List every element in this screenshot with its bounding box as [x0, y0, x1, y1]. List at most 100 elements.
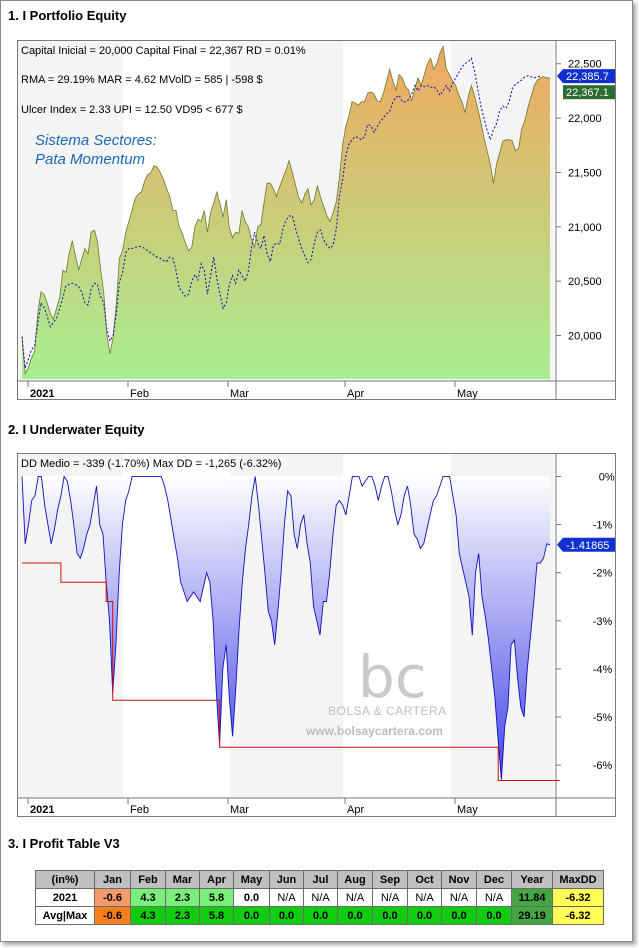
value-cell: 5.8: [199, 888, 234, 907]
underwater-outline: [21, 475, 551, 780]
header-cell: MaxDD: [552, 870, 604, 889]
system-name-line-1: Sistema Sectores:: [35, 132, 157, 149]
value-cell: 0.0: [337, 906, 373, 925]
last-value-tag-blue-label: 22,385.7: [566, 71, 609, 83]
system-name-line-2: Pata Momentum: [35, 151, 145, 168]
stats-line-2: RMA = 29.19% MAR = 4.62 MVolD = 585 | -5…: [21, 74, 263, 86]
row-label-cell: 2021: [35, 888, 95, 907]
profit-table: (in%) Jan Feb Mar Apr May Jun Jul Aug Sep Oct Nov De…: [35, 870, 604, 925]
x-tick-label: 2021: [30, 388, 54, 399]
last-value-tag-green: [563, 85, 615, 100]
value-cell: -6.32: [552, 888, 604, 907]
watermark-url: www.bolsaycartera.com: [305, 724, 443, 738]
y-tick-label: -2%: [593, 568, 613, 580]
y-tick-label: 21,500: [568, 167, 602, 179]
last-value-tag-green-label: 22,367.1: [566, 87, 609, 99]
profit-table-header-row: (in%) Jan Feb Mar Apr May Jun Jul Aug Sep Oct Nov De…: [35, 870, 604, 889]
value-cell: 2.3: [165, 888, 200, 907]
header-cell: Dec: [476, 870, 512, 889]
y-tick-label: 0%: [599, 471, 615, 483]
y-tick-label: -4%: [593, 664, 613, 676]
value-cell: N/A: [303, 888, 338, 907]
stats-line-3: Ulcer Index = 2.33 UPI = 12.50 VD95 < 67…: [21, 104, 243, 116]
profit-table-row: 2021 -0.6 4.3 2.3 5.8 0.0 N/A N/A N/A N/A N/A N/A N/…: [35, 888, 604, 907]
value-cell: 2.3: [165, 906, 200, 925]
header-cell: Oct: [407, 870, 442, 889]
underwater-section-title: 2. I Underwater Equity: [8, 422, 145, 437]
header-cell: Nov: [441, 870, 477, 889]
x-tick-label: Mar: [230, 388, 249, 399]
x-tick-label: Mar: [230, 804, 249, 816]
header-cell: Mar: [165, 870, 200, 889]
y-tick-label: 20,000: [568, 331, 602, 343]
value-cell: 0.0: [372, 906, 408, 925]
value-cell: 4.3: [130, 888, 166, 907]
header-cell: May: [233, 870, 270, 889]
header-cell: Jun: [269, 870, 304, 889]
watermark-logo: bc: [358, 643, 427, 711]
value-cell: -0.6: [94, 888, 131, 907]
value-cell: -6.32: [552, 906, 604, 925]
value-cell: 0.0: [233, 888, 270, 907]
equity-area-outline: [21, 44, 551, 375]
header-cell: Jan: [94, 870, 131, 889]
value-cell: 0.0: [407, 906, 442, 925]
equity-chart-panel: 20,000 20,500 21,000 21,500 22,000 22,500 2021…: [17, 40, 616, 400]
underwater-chart-panel: bc BOLSA & CARTERA www.bolsaycartera.com 0%…: [17, 453, 616, 817]
equity-chart: 20,000 20,500 21,000 21,500 22,000 22,500 2021…: [18, 41, 615, 399]
stats-line-1: Capital Inicial = 20,000 Capital Final =…: [21, 45, 306, 57]
x-tick-label: Apr: [347, 804, 364, 816]
value-cell: N/A: [441, 888, 477, 907]
y-tick-label: -6%: [593, 760, 613, 772]
value-cell: 29.19: [511, 906, 553, 925]
y-tick-label: 22,500: [568, 59, 602, 71]
row-label-cell: Avg|Max: [35, 906, 95, 925]
dd-stats-line: DD Medio = -339 (-1.70%) Max DD = -1,265…: [21, 458, 281, 470]
value-cell: 0.0: [269, 906, 304, 925]
value-cell: -0.6: [94, 906, 131, 925]
x-tick-label: May: [457, 388, 478, 399]
underwater-area-series: [22, 476, 550, 780]
value-cell: 0.0: [441, 906, 477, 925]
profit-table-row: Avg|Max -0.6 4.3 2.3 5.8 0.0 0.0 0.0 0.0 0.0 0.0 0.…: [35, 906, 604, 925]
value-cell: N/A: [269, 888, 304, 907]
value-cell: 4.3: [130, 906, 166, 925]
value-cell: N/A: [372, 888, 408, 907]
last-value-tag-blue: [557, 69, 615, 84]
value-cell: N/A: [337, 888, 373, 907]
x-tick-label: Feb: [130, 804, 149, 816]
x-tick-label: Apr: [347, 388, 364, 399]
watermark-name: BOLSA & CARTERA: [328, 704, 447, 718]
y-tick-label: -3%: [593, 616, 613, 628]
equity-area-series: [22, 46, 550, 380]
value-cell: 5.8: [199, 906, 234, 925]
value-cell: 0.0: [303, 906, 338, 925]
value-cell: 11.84: [511, 888, 553, 907]
y-tick-label: 21,000: [568, 222, 602, 234]
max-dd-step-series: [22, 562, 560, 781]
equity-section-title: 1. I Portfolio Equity: [8, 8, 127, 23]
value-cell: 0.0: [233, 906, 270, 925]
value-cell: N/A: [476, 888, 512, 907]
last-value-tag-blue: [557, 537, 615, 552]
header-cell: (in%): [35, 870, 95, 889]
y-tick-label: 22,000: [568, 113, 602, 125]
x-tick-label: May: [457, 804, 478, 816]
profit-section-title: 3. I Profit Table V3: [8, 836, 120, 851]
y-tick-label: -1%: [593, 520, 613, 532]
x-tick-label: 2021: [30, 804, 54, 816]
value-cell: 0.0: [476, 906, 512, 925]
y-tick-label: -5%: [593, 712, 613, 724]
equity-dotted-series: [21, 57, 541, 369]
header-cell: Feb: [130, 870, 166, 889]
header-cell: Aug: [337, 870, 373, 889]
header-cell: Year: [511, 870, 553, 889]
header-cell: Apr: [199, 870, 234, 889]
x-tick-label: Feb: [130, 388, 149, 399]
header-cell: Sep: [372, 870, 408, 889]
header-cell: Jul: [303, 870, 338, 889]
y-tick-label: 20,500: [568, 276, 602, 288]
value-cell: N/A: [407, 888, 442, 907]
last-value-tag-blue-label: -1.41865: [566, 540, 609, 552]
